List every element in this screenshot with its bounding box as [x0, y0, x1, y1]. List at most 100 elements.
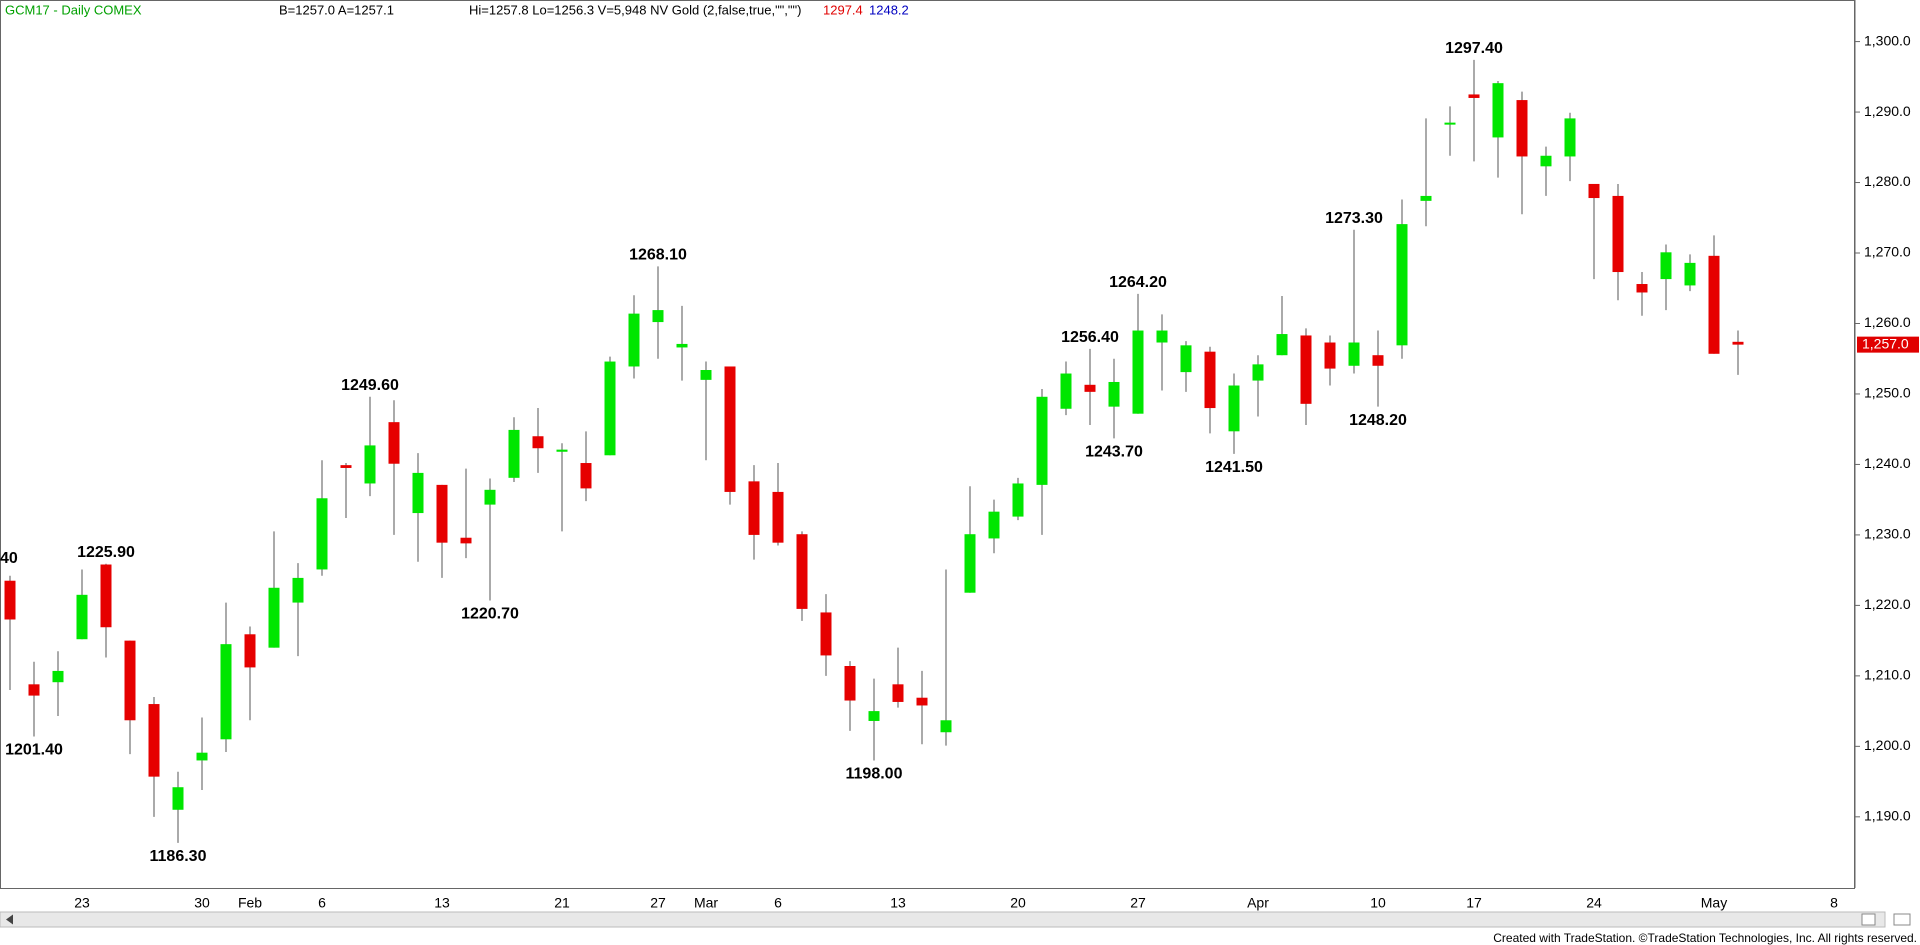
- candle-body: [1612, 195, 1624, 273]
- candle-body: [1228, 385, 1240, 432]
- y-tick-label: 1,260.0: [1864, 314, 1911, 330]
- candle-body: [484, 489, 496, 505]
- x-tick-label: 13: [890, 895, 906, 911]
- candle-body: [652, 310, 664, 323]
- price-annotation: 1249.60: [341, 377, 399, 394]
- candle-body: [748, 481, 760, 535]
- candle-body: [244, 634, 256, 668]
- candle-body: [916, 697, 928, 706]
- price-annotation: 1256.40: [1061, 329, 1119, 346]
- candle-body: [1492, 83, 1504, 138]
- candle-body: [604, 361, 616, 456]
- plot-frame: [0, 0, 1855, 889]
- x-tick-label: 17: [1466, 895, 1482, 911]
- candle-body: [1420, 195, 1432, 201]
- candle-body: [1012, 483, 1024, 517]
- price-annotation: 1241.50: [1205, 459, 1263, 476]
- x-tick-label: 6: [774, 895, 782, 911]
- candle-body: [1324, 342, 1336, 369]
- candle-body: [1540, 155, 1552, 167]
- candle-body: [508, 429, 520, 478]
- candle-body: [940, 720, 952, 733]
- candle-body: [76, 594, 88, 640]
- candle-body: [532, 436, 544, 449]
- x-tick-label: 21: [554, 895, 570, 911]
- candle-body: [868, 711, 880, 721]
- candle-body: [340, 465, 352, 468]
- candle-body: [1732, 341, 1744, 345]
- price-annotation: 1243.70: [1085, 444, 1143, 461]
- price-annotation: 1297.40: [1445, 40, 1503, 57]
- x-tick-label: 30: [194, 895, 210, 911]
- candle-body: [556, 449, 568, 452]
- x-tick-label: 10: [1370, 895, 1386, 911]
- candle-body: [124, 640, 136, 721]
- price-annotation: 40: [0, 550, 18, 567]
- x-tick-label: 20: [1010, 895, 1026, 911]
- candle-body: [316, 498, 328, 570]
- candle-body: [220, 644, 232, 740]
- candle-body: [388, 422, 400, 464]
- candle-body: [1108, 381, 1120, 407]
- candle-body: [1060, 373, 1072, 409]
- stats: Hi=1257.8 Lo=1256.3 V=5,948 NV Gold (2,f…: [469, 2, 801, 17]
- candle-body: [100, 564, 112, 628]
- candle-body: [4, 580, 16, 620]
- candle-body: [1372, 355, 1384, 366]
- candle-body: [52, 670, 64, 683]
- candle-body: [292, 577, 304, 603]
- scroll-left[interactable]: [6, 914, 13, 925]
- price-annotation: 1225.90: [77, 544, 135, 561]
- y-tick-label: 1,190.0: [1864, 808, 1911, 824]
- price-annotation: 1248.20: [1349, 412, 1407, 429]
- y-tick-label: 1,220.0: [1864, 596, 1911, 612]
- candle-body: [196, 752, 208, 761]
- candle-body: [820, 612, 832, 656]
- last-price-label: 1,257.0: [1862, 335, 1909, 351]
- x-tick-label: 27: [650, 895, 666, 911]
- candle-body: [1036, 396, 1048, 485]
- y-tick-label: 1,230.0: [1864, 526, 1911, 542]
- x-tick-label: 27: [1130, 895, 1146, 911]
- y-tick-label: 1,270.0: [1864, 244, 1911, 260]
- candle-body: [724, 366, 736, 492]
- candle-body: [1588, 183, 1600, 199]
- price-annotation: 1220.70: [461, 606, 519, 623]
- y-tick-label: 1,280.0: [1864, 173, 1911, 189]
- x-tick-label: 23: [74, 895, 90, 911]
- candle-body: [892, 684, 904, 702]
- candle-body: [364, 445, 376, 484]
- scroll-track[interactable]: [0, 911, 1886, 928]
- x-tick-label: Mar: [694, 895, 718, 911]
- candle-body: [1636, 284, 1648, 293]
- y-tick-label: 1,210.0: [1864, 667, 1911, 683]
- candle-body: [268, 587, 280, 648]
- x-tick-label: 6: [318, 895, 326, 911]
- price-annotation: 1273.30: [1325, 210, 1383, 227]
- candle-body: [1348, 342, 1360, 366]
- y-tick-label: 1,300.0: [1864, 32, 1911, 48]
- indicator: 1297.4: [823, 2, 863, 17]
- scroll-button[interactable]: [1893, 913, 1911, 926]
- quote: B=1257.0 A=1257.1: [279, 2, 394, 17]
- candle-body: [964, 534, 976, 593]
- candle-body: [436, 484, 448, 543]
- candle-body: [1396, 224, 1408, 346]
- candle-body: [628, 313, 640, 367]
- scroll-thumb[interactable]: [1861, 913, 1876, 926]
- candle-body: [1132, 330, 1144, 414]
- candle-body: [580, 463, 592, 489]
- y-tick-label: 1,250.0: [1864, 385, 1911, 401]
- candle-body: [460, 537, 472, 544]
- candle-body: [1300, 335, 1312, 404]
- x-tick-label: Apr: [1247, 895, 1269, 911]
- indicator: 1248.2: [869, 2, 909, 17]
- price-annotation: 1186.30: [150, 848, 207, 865]
- footer: Created with TradeStation. ©TradeStation…: [1493, 931, 1917, 945]
- candle-body: [1276, 334, 1288, 356]
- scrollbar[interactable]: [0, 911, 1911, 928]
- y-tick-label: 1,200.0: [1864, 737, 1911, 753]
- candle-body: [772, 491, 784, 543]
